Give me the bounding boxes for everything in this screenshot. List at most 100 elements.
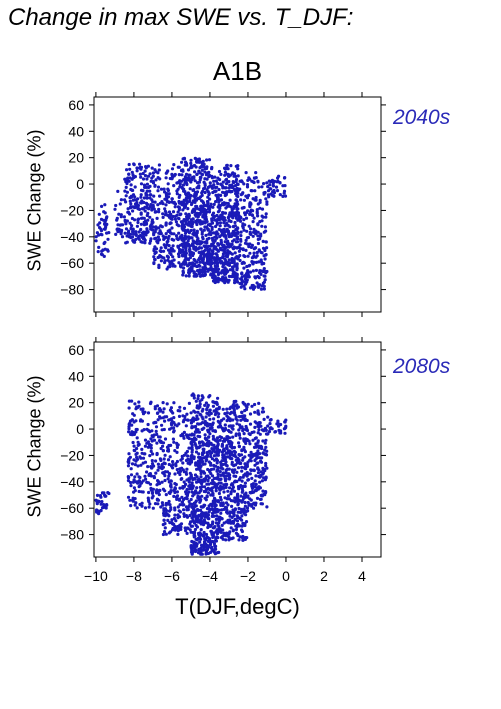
scatter-point [182,245,186,249]
scatter-point [259,287,263,291]
scatter-point [216,210,220,214]
scatter-point [154,178,158,182]
scatter-point [98,221,102,225]
scatter-point [132,486,136,490]
scatter-point [215,485,219,489]
scatter-point [152,233,156,237]
scatter-point [192,509,196,513]
scatter-point [161,449,165,453]
scatter-point [238,253,242,258]
scatter-point [115,227,119,231]
scatter-point [164,203,168,207]
scatter-point [246,178,250,182]
scatter-point [153,420,157,424]
scatter-point [219,261,223,265]
scatter-point [128,199,132,203]
scatter-point [239,285,243,289]
scatter-point [172,416,176,420]
scatter-point [166,182,170,186]
scatter-point [162,518,166,522]
scatter-point [262,417,266,421]
scatter-point [231,435,235,439]
scatter-point [150,208,154,212]
scatter-point [215,185,219,189]
scatter-point [232,410,237,415]
scatter-point [192,257,196,262]
scatter-point [195,172,199,177]
scatter-point [185,531,189,536]
scatter-point [255,208,259,212]
scatter-point [152,438,157,442]
scatter-point [184,274,188,278]
scatter-point [148,472,152,476]
scatter-point [210,217,214,221]
scatter-point [153,184,157,188]
scatter-point [244,424,248,429]
scatter-point [151,225,155,229]
scatter-point [222,437,226,441]
scatter-point [218,221,223,225]
scatter-point [219,502,223,506]
scatter-point [227,174,231,178]
scatter-point [116,223,120,227]
scatter-point [208,230,212,234]
scatter-point [260,219,264,223]
scatter-point [226,249,230,253]
scatter-point [218,486,222,490]
scatter-point [202,426,206,430]
scatter-point [232,271,236,275]
scatter-point [106,237,110,241]
scatter-point [233,468,237,472]
scatter-point [210,254,214,258]
scatter-point [222,471,226,475]
scatter-point [247,193,251,197]
scatter-point [219,213,223,217]
scatter-point [189,446,193,450]
scatter-point [199,413,203,417]
scatter-point [211,276,216,280]
scatter-point [131,228,135,232]
scatter-point [133,503,137,507]
scatter-point [202,518,206,522]
scatter-point [254,436,258,440]
scatter-point [166,169,170,173]
scatter-point [250,260,254,264]
scatter-point [244,216,249,220]
scatter-point [218,477,222,482]
scatter-point [161,532,165,537]
scatter-point [213,547,217,551]
scatter-point [195,222,199,227]
scatter-point [229,526,233,530]
scatter-point [104,494,108,498]
scatter-point [223,257,227,261]
scatter-point [177,498,182,502]
scatter-point [145,230,149,235]
scatter-point [238,477,242,481]
scatter-point [209,454,213,459]
scatter-point [203,503,207,507]
scatter-point [159,440,163,444]
scatter-point [230,446,234,450]
scatter-point [212,202,216,206]
scatter-point [202,162,206,166]
scatter-point [249,450,253,454]
scatter-point [180,173,184,177]
scatter-point [126,464,130,468]
scatter-point [244,467,248,471]
scatter-point [263,257,267,261]
scatter-point [219,460,223,464]
scatter-point [183,180,187,184]
scatter-point [138,162,142,166]
scatter-point [268,418,272,422]
scatter-point [124,222,128,226]
scatter-point [189,421,193,425]
y-tick-label: 20 [68,395,84,411]
scatter-point [243,462,247,466]
scatter-point [163,190,167,194]
scatter-point [262,182,266,186]
scatter-point [240,514,244,518]
scatter-point [200,168,204,172]
scatter-point [143,185,147,189]
scatter-point [254,445,258,449]
scatter-point [204,415,208,419]
